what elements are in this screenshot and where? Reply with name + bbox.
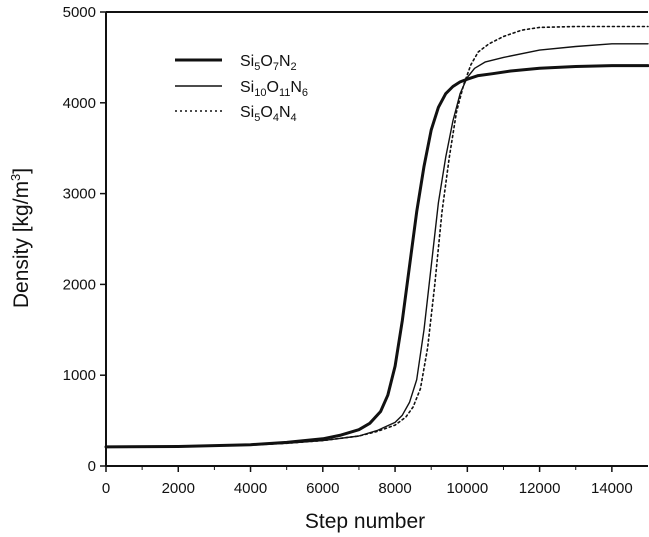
- x-tick-label: 12000: [519, 480, 561, 497]
- series-line-2: [105, 43, 649, 448]
- axes: [105, 11, 648, 467]
- series-line-1: [104, 64, 649, 449]
- y-tick-label: 5000: [63, 4, 96, 21]
- x-tick-label: 6000: [306, 480, 339, 497]
- y-axis-ticks: 0 1000 2000 3000 4000 5000: [63, 4, 106, 475]
- legend-label-1: Si5O7N2: [240, 53, 297, 73]
- y-tick-label: 4000: [63, 95, 96, 112]
- y-axis-title-main: Density [kg/m: [10, 181, 33, 308]
- x-tick-label: 2000: [162, 480, 195, 497]
- x-tick-label: 10000: [446, 480, 488, 497]
- x-tick-label: 14000: [591, 480, 633, 497]
- y-tick-label: 0: [88, 458, 96, 475]
- y-tick-label: 1000: [63, 367, 96, 384]
- x-tick-label: 0: [102, 480, 110, 497]
- x-tick-label: 4000: [234, 480, 267, 497]
- series-line-3: [105, 25, 649, 448]
- y-axis-title-superscript: 3: [8, 174, 23, 181]
- y-axis-title-end: ]: [10, 168, 33, 174]
- x-axis-ticks: 0 2000 4000 6000 8000 10000 12000 14000: [102, 466, 633, 497]
- y-tick-label: 2000: [63, 276, 96, 293]
- y-tick-label: 3000: [63, 186, 96, 203]
- legend: Si5O7N2 Si10O11N6 Si5O4N4: [175, 53, 308, 124]
- legend-label-3: Si5O4N4: [240, 104, 297, 124]
- x-tick-label: 8000: [378, 480, 411, 497]
- x-axis-title: Step number: [305, 510, 425, 533]
- series-layer: [104, 25, 649, 449]
- y-axis-title: Density [kg/m3]: [8, 168, 33, 308]
- legend-label-2: Si10O11N6: [240, 79, 308, 99]
